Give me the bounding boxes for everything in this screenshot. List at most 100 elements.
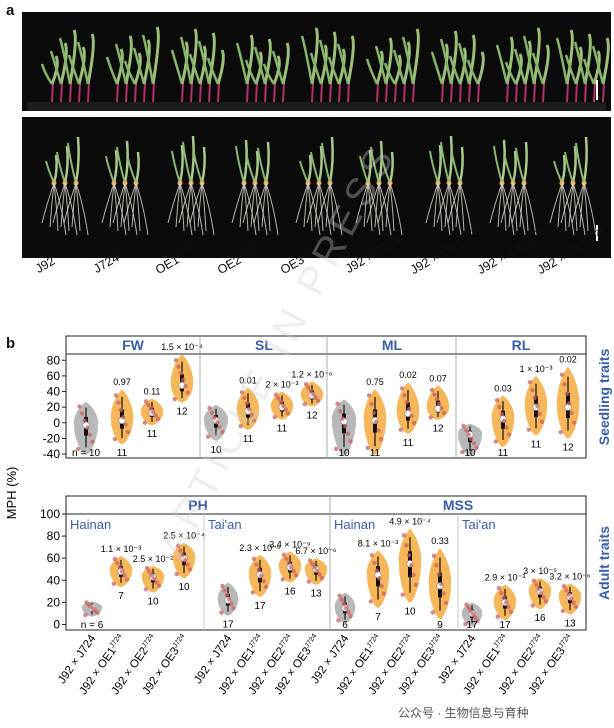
n-label: 10 xyxy=(404,606,416,617)
seedling-leaf xyxy=(245,34,254,85)
seedling-root xyxy=(239,182,245,228)
seedling-root xyxy=(261,182,267,228)
data-point xyxy=(348,613,353,619)
seedling-leaf xyxy=(466,59,480,85)
seedling-shoot xyxy=(105,155,115,184)
seedling-leaf xyxy=(86,33,95,85)
seedling-root xyxy=(231,182,245,224)
seedling-shoot xyxy=(515,147,525,184)
seedling-stem xyxy=(125,81,128,103)
seedling-leaf xyxy=(319,44,328,85)
seedling-root xyxy=(101,182,115,224)
data-point xyxy=(343,605,349,611)
x-tick-superscript: J724 xyxy=(366,633,381,650)
seedling-shoot xyxy=(74,136,80,184)
x-tick-superscript: J724 xyxy=(304,633,319,650)
y-tick-label: 100 xyxy=(40,507,60,521)
data-point xyxy=(183,557,188,563)
data-point xyxy=(220,583,225,589)
seedling-photo-top xyxy=(22,12,611,111)
x-tick-superscript: J724 xyxy=(109,633,124,650)
seedling-stem xyxy=(403,81,406,103)
seedling-leaf xyxy=(142,39,151,85)
data-point xyxy=(539,590,544,596)
data-point xyxy=(172,396,177,402)
data-point xyxy=(317,572,322,577)
data-point xyxy=(499,590,504,596)
y-tick-label: -20 xyxy=(43,431,61,445)
seedling-root xyxy=(583,182,589,232)
seedling-leaf xyxy=(76,41,90,85)
seedling-leaf xyxy=(68,29,77,85)
seedling-root xyxy=(265,182,279,236)
data-point xyxy=(569,596,574,601)
seedling-stem xyxy=(602,81,605,103)
seedling-root xyxy=(41,182,55,224)
seedling-root xyxy=(489,182,503,224)
y-axis-label: MPH (%) xyxy=(4,467,19,520)
seedling-leaf xyxy=(77,46,86,85)
data-point xyxy=(401,533,407,538)
seedling-shoot xyxy=(189,135,195,184)
seedling-root xyxy=(113,182,119,232)
y-tick-label: 0 xyxy=(53,416,60,430)
seedling-leaf xyxy=(235,42,249,85)
seedling-shoot xyxy=(458,146,464,184)
data-point xyxy=(87,432,93,437)
seedling-leaf xyxy=(310,27,319,85)
data-point xyxy=(185,562,190,567)
seedling-leaf xyxy=(532,27,541,85)
data-point xyxy=(506,432,512,437)
seedling-leaf xyxy=(458,47,467,85)
watermark: 公众号 · 生物信息与育种 xyxy=(398,706,529,720)
seedling-root xyxy=(512,182,526,236)
seedling-stem xyxy=(78,81,81,103)
trait-title-FW: FW xyxy=(122,337,145,353)
site-label: Tai'an xyxy=(208,517,242,532)
data-point xyxy=(143,399,149,404)
seedling-leaf xyxy=(327,56,341,85)
data-point xyxy=(432,392,437,397)
data-point xyxy=(222,588,227,593)
data-point xyxy=(543,599,549,604)
n-label: 11 xyxy=(117,448,128,459)
seedling-root xyxy=(112,182,126,224)
data-point xyxy=(84,600,89,605)
seedling-root xyxy=(437,182,443,232)
p-value-label: 0.75 xyxy=(366,377,384,387)
seedling-photo-bottom xyxy=(22,117,611,258)
data-point xyxy=(249,412,254,418)
data-point xyxy=(173,358,179,363)
seedling-leaf xyxy=(337,48,346,85)
data-point xyxy=(276,396,281,401)
seedling-root xyxy=(75,182,81,232)
p-value-label: 0.02 xyxy=(399,370,417,380)
site-label: Tai'an xyxy=(462,517,496,532)
seedling-shoot xyxy=(182,141,192,184)
seedling-root xyxy=(190,182,204,236)
seedling-root xyxy=(131,182,137,228)
seedling-root xyxy=(242,182,256,224)
n-label: 16 xyxy=(534,613,546,624)
seedling-root xyxy=(64,182,78,236)
seedling-leaf xyxy=(132,47,146,85)
n-label: 17 xyxy=(254,601,266,612)
p-value-label: 0.03 xyxy=(494,383,512,393)
seedling-root xyxy=(437,182,451,236)
seedling-leaf xyxy=(574,46,583,85)
seedling-shoot xyxy=(370,146,380,184)
data-point xyxy=(315,398,321,404)
seedling-root xyxy=(113,182,127,236)
seedling-leaf xyxy=(449,30,458,85)
n-label: n = 10 xyxy=(72,448,101,459)
seedling-root xyxy=(295,182,309,224)
seedling-leaf xyxy=(262,63,276,85)
data-point xyxy=(400,592,405,597)
data-point xyxy=(428,415,433,420)
y-tick-label: 20 xyxy=(47,595,61,609)
data-point xyxy=(379,583,384,589)
seedling-shoot xyxy=(440,141,450,184)
data-point xyxy=(413,582,419,587)
data-point xyxy=(466,605,471,611)
data-point xyxy=(473,615,478,620)
